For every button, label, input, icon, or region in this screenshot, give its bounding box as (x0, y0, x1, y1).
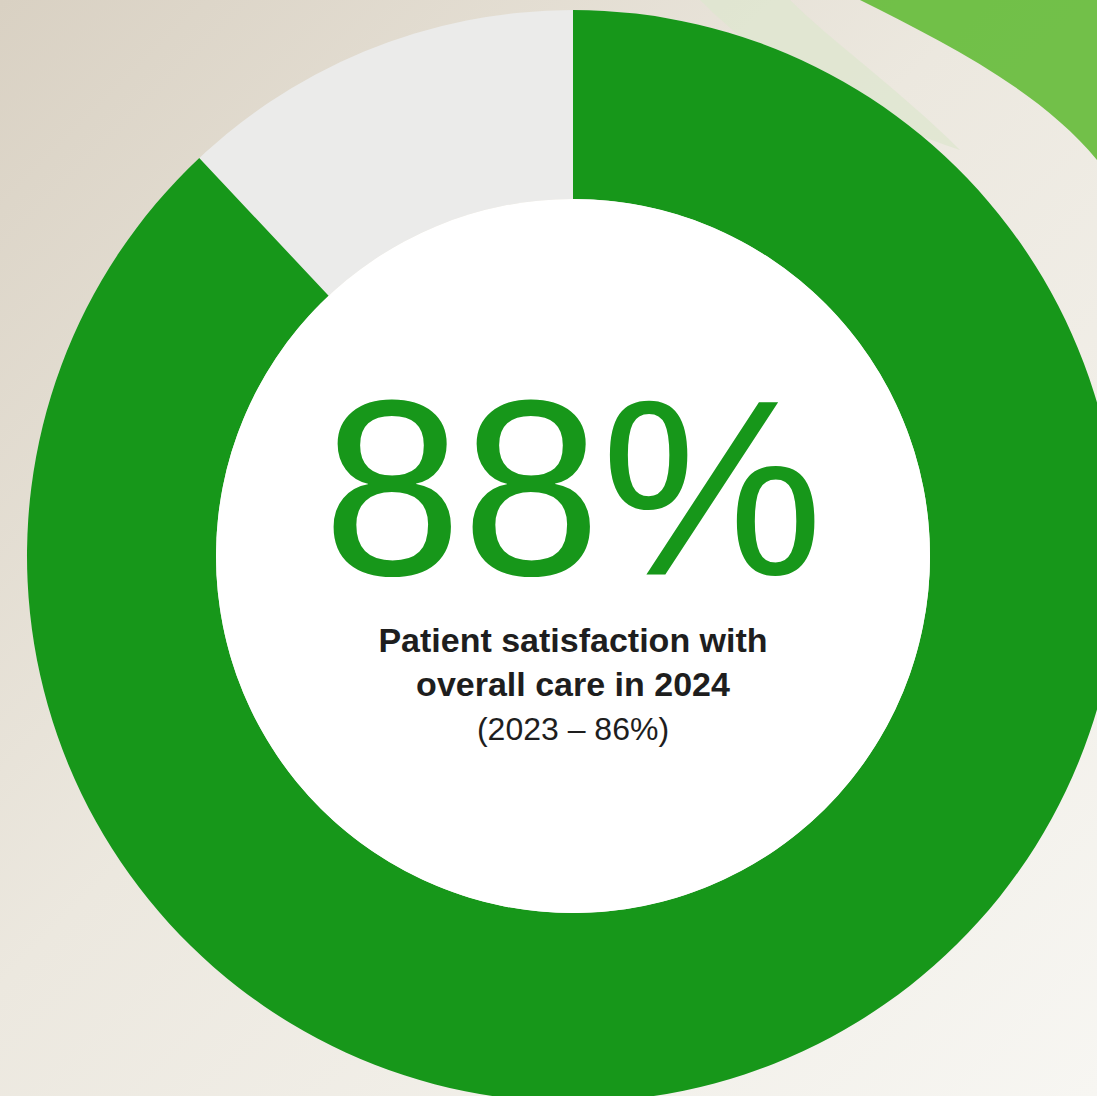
subtitle: (2023 – 86%) (477, 711, 669, 747)
value-label: 88% (323, 349, 823, 628)
donut-center (216, 199, 930, 913)
chart: 88%Patient satisfaction with overall care… (0, 0, 1097, 1096)
donut-track (27, 10, 1097, 1096)
title: Patient satisfaction with overall care in… (378, 621, 767, 703)
title-line: Patient satisfaction with (378, 621, 767, 659)
title-line: overall care in 2024 (416, 665, 730, 703)
donut-arc (27, 10, 1097, 1096)
